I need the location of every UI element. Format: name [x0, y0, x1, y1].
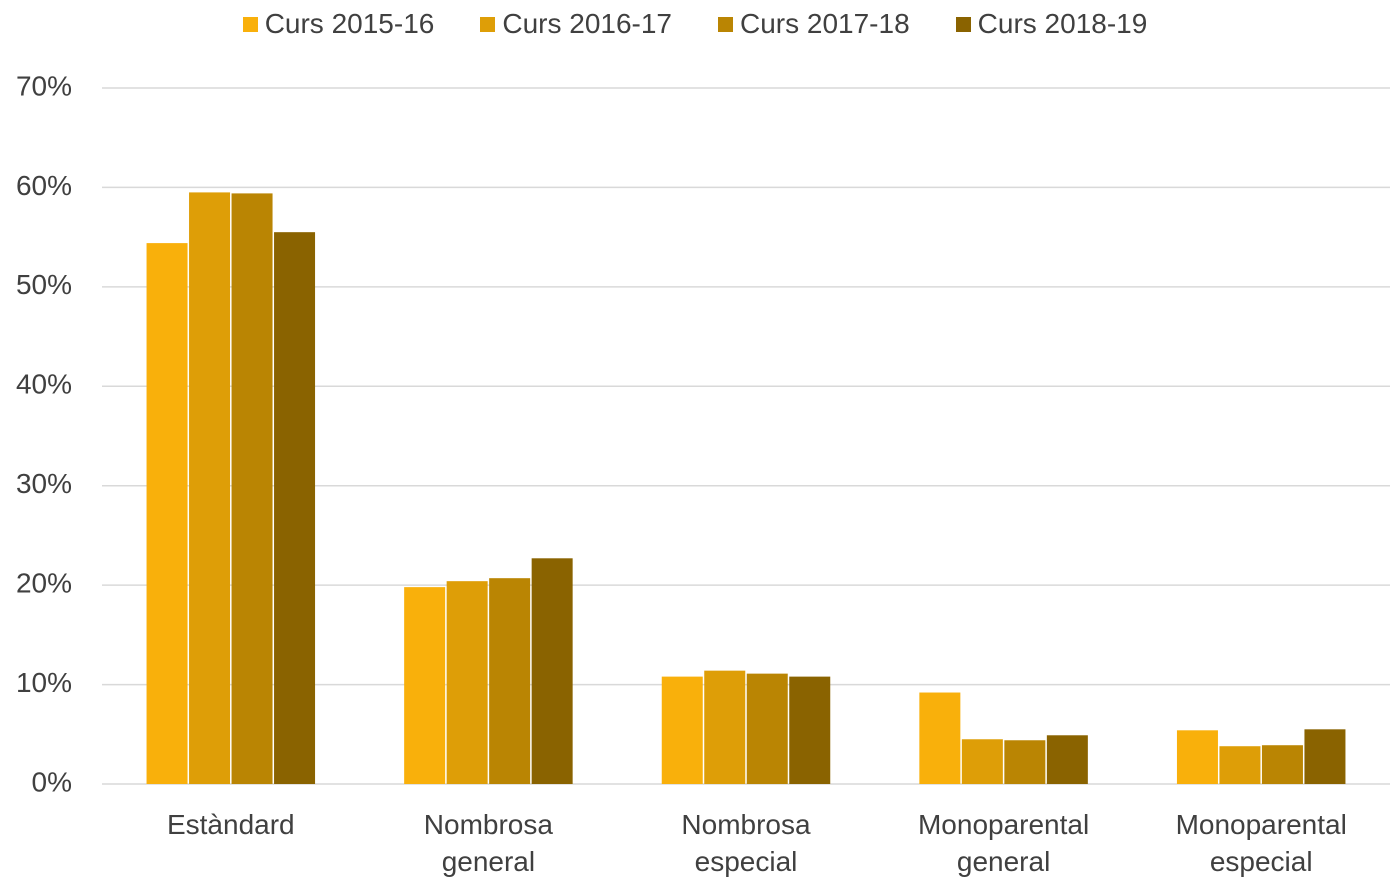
bar	[746, 673, 788, 784]
bar	[961, 739, 1003, 784]
legend-label: Curs 2017-18	[740, 8, 910, 39]
x-tick-label: Nombrosa general	[423, 809, 553, 877]
bar	[704, 670, 746, 784]
bar	[919, 692, 961, 784]
bar	[489, 578, 531, 784]
y-tick-label: 0%	[32, 766, 72, 797]
bar	[1304, 729, 1346, 784]
legend-label: Curs 2015-16	[264, 8, 435, 39]
legend-item: Curs 2017-18	[718, 8, 910, 40]
y-tick-label: 20%	[16, 568, 72, 599]
legend-item: Curs 2015-16	[242, 8, 435, 40]
legend-swatch	[718, 16, 733, 32]
legend-item: Curs 2018-19	[955, 8, 1148, 40]
legend-item: Curs 2016-17	[480, 8, 672, 40]
bar	[661, 676, 703, 784]
legend-swatch	[955, 16, 971, 32]
bar	[1219, 746, 1261, 784]
bar	[404, 587, 446, 784]
legend: Curs 2015-16 Curs 2016-17 Curs 2017-18 Curs…	[0, 8, 1390, 40]
y-tick-label: 40%	[16, 369, 72, 400]
legend-swatch	[242, 16, 258, 32]
y-tick-label: 60%	[16, 170, 72, 201]
legend-swatch	[480, 16, 496, 32]
bar	[274, 232, 316, 784]
bar	[1176, 730, 1218, 784]
bar	[1004, 740, 1046, 784]
bar	[531, 558, 573, 784]
y-tick-label: 70%	[16, 70, 72, 101]
x-tick-label: Monoparental general	[917, 809, 1090, 877]
bar	[446, 581, 488, 784]
bar	[146, 243, 188, 784]
y-tick-label: 50%	[16, 269, 72, 300]
bar	[231, 193, 273, 784]
bar	[1046, 735, 1088, 784]
bar	[1261, 745, 1303, 784]
y-tick-label: 30%	[16, 468, 72, 499]
legend-label: Curs 2018-19	[977, 8, 1148, 39]
x-tick-label: Nombrosa especial	[681, 809, 811, 877]
x-tick-label: Monoparental especial	[1175, 809, 1347, 877]
bar	[789, 676, 831, 784]
y-tick-label: 10%	[16, 667, 72, 698]
legend-label: Curs 2016-17	[502, 8, 672, 39]
bar	[189, 192, 231, 784]
x-tick-label: Estàndard	[166, 809, 295, 840]
